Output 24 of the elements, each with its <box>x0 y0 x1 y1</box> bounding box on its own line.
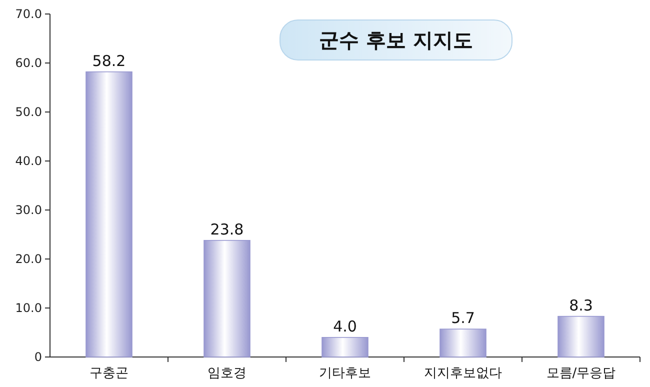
data-label: 23.8 <box>210 220 244 238</box>
x-tick-label: 임호경 <box>208 366 246 381</box>
bar <box>86 71 132 358</box>
bar <box>204 240 250 358</box>
x-tick-label: 구충곤 <box>90 366 128 381</box>
bar <box>440 328 486 358</box>
x-tick-label: 지지후보없다 <box>424 366 502 381</box>
y-tick-label: 60.0 <box>15 56 42 70</box>
x-tick-label: 기타후보 <box>319 366 371 381</box>
data-label: 5.7 <box>451 309 475 328</box>
y-tick-label: 30.0 <box>15 203 42 217</box>
y-tick-label: 40.0 <box>15 154 42 168</box>
text: 군수 후보 지지도 <box>319 28 473 52</box>
y-tick-label: 70.0 <box>15 7 42 21</box>
bar <box>322 337 368 358</box>
data-label: 58.2 <box>92 52 126 70</box>
data-label: 8.3 <box>569 296 593 314</box>
y-tick-label: 10.0 <box>15 301 42 315</box>
data-label: 4.0 <box>333 317 357 336</box>
x-tick-label: 모름/무응답 <box>546 366 616 381</box>
bar <box>558 316 604 358</box>
y-tick-label: 0 <box>34 350 42 364</box>
y-tick-label: 50.0 <box>15 105 42 119</box>
y-tick-label: 20.0 <box>15 252 42 266</box>
